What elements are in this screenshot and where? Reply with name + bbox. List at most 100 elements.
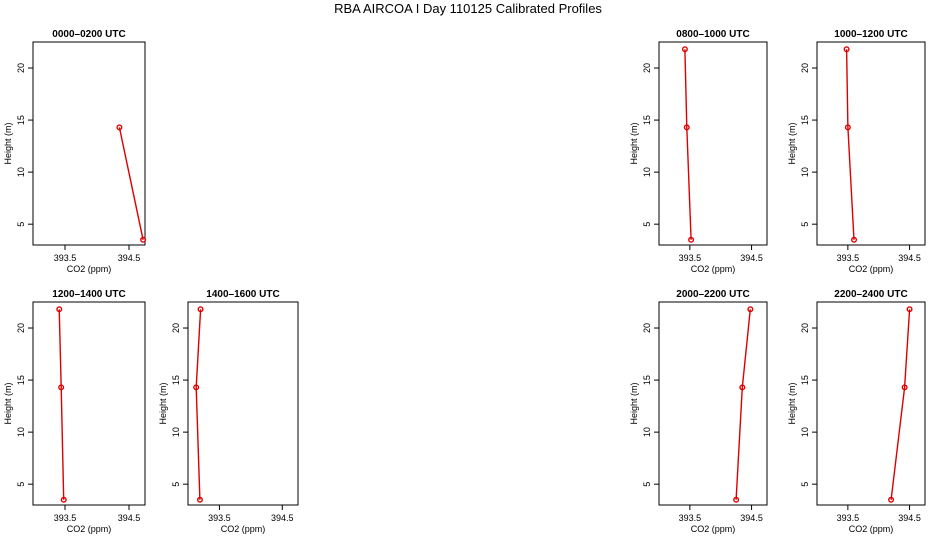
x-axis-label: CO2 (ppm): [691, 524, 736, 534]
x-tick-label: 394.5: [898, 513, 921, 523]
profile-line: [684, 49, 692, 240]
y-tick-label: 15: [171, 375, 181, 385]
profile-point: [116, 124, 123, 131]
y-axis-label: Height (m): [629, 122, 639, 164]
y-axis-label: Height (m): [629, 382, 639, 424]
y-tick-label: 10: [16, 167, 26, 177]
y-axis-label: Height (m): [3, 122, 13, 164]
y-tick-label: 20: [642, 63, 652, 73]
profile-point: [58, 384, 65, 391]
profile-point: [196, 496, 203, 503]
x-axis-label: CO2 (ppm): [221, 524, 266, 534]
y-tick-label: 15: [642, 115, 652, 125]
profile-point: [197, 306, 204, 313]
profile-panel: 2200–2400 UTC 5 10 15 20 393.5 394.5 CO2 (ppm) H…: [787, 289, 926, 534]
profile-point: [60, 496, 67, 503]
y-tick-label: 15: [800, 115, 810, 125]
panel-title: 0000–0200 UTC: [52, 29, 125, 40]
plot-frame: [32, 41, 146, 246]
y-tick-label: 5: [800, 222, 810, 227]
y-tick-label: 20: [171, 323, 181, 333]
x-tick-label: 393.5: [679, 513, 702, 523]
panel-title: 2000–2200 UTC: [676, 289, 749, 300]
y-tick-label: 5: [171, 482, 181, 487]
plot-frame: [32, 301, 146, 506]
y-axis-label: Height (m): [787, 382, 797, 424]
x-axis-label: CO2 (ppm): [849, 264, 894, 274]
panel-title: 1000–1200 UTC: [834, 29, 907, 40]
profile-panels: 0000–0200 UTC 5 10 15 20 393.5 394.5 CO2 (ppm) H…: [3, 29, 926, 534]
profile-point: [681, 46, 688, 53]
plot-frame: [658, 301, 768, 506]
profile-point: [733, 496, 740, 503]
profile-line: [58, 309, 65, 500]
panel-title: 1200–1400 UTC: [52, 289, 125, 300]
profile-panel: 0000–0200 UTC 5 10 15 20 393.5 394.5 CO2 (ppm) H…: [3, 29, 147, 274]
x-tick-label: 394.5: [740, 253, 763, 263]
y-axis-label: Height (m): [158, 382, 168, 424]
y-tick-label: 5: [642, 222, 652, 227]
y-tick-label: 15: [800, 375, 810, 385]
y-axis-label: Height (m): [787, 122, 797, 164]
panel-title: 2200–2400 UTC: [834, 289, 907, 300]
profile-point: [843, 46, 850, 53]
y-tick-label: 20: [642, 323, 652, 333]
panel-title: 1400–1600 UTC: [206, 289, 279, 300]
profile-point: [747, 306, 754, 313]
profile-panel: 0800–1000 UTC 5 10 15 20 393.5 394.5 CO2 (ppm) H…: [629, 29, 768, 274]
y-tick-label: 5: [16, 222, 26, 227]
profile-line: [735, 309, 751, 500]
y-tick-label: 20: [16, 63, 26, 73]
y-tick-label: 15: [16, 375, 26, 385]
plot-frame: [187, 301, 299, 506]
y-tick-label: 20: [800, 63, 810, 73]
y-tick-label: 5: [16, 482, 26, 487]
profile-point: [851, 236, 858, 243]
x-tick-label: 393.5: [679, 253, 702, 263]
profile-panel: 1000–1200 UTC 5 10 15 20 393.5 394.5 CO2 (ppm) H…: [787, 29, 926, 274]
y-tick-label: 5: [642, 482, 652, 487]
profile-point: [193, 384, 200, 391]
x-tick-label: 393.5: [837, 513, 860, 523]
x-axis-label: CO2 (ppm): [67, 264, 112, 274]
y-tick-label: 15: [642, 375, 652, 385]
profile-point: [901, 384, 908, 391]
x-axis-label: CO2 (ppm): [67, 524, 112, 534]
plot-frame: [658, 41, 768, 246]
x-tick-label: 393.5: [837, 253, 860, 263]
y-tick-label: 20: [800, 323, 810, 333]
profile-point: [688, 236, 695, 243]
profile-point: [56, 306, 63, 313]
x-tick-label: 393.5: [54, 513, 77, 523]
x-axis-label: CO2 (ppm): [849, 524, 894, 534]
y-tick-label: 5: [800, 482, 810, 487]
y-tick-label: 10: [171, 427, 181, 437]
x-tick-label: 394.5: [118, 253, 141, 263]
x-tick-label: 394.5: [740, 513, 763, 523]
y-tick-label: 10: [642, 167, 652, 177]
x-tick-label: 393.5: [208, 513, 231, 523]
y-tick-label: 10: [642, 427, 652, 437]
profile-point: [739, 384, 746, 391]
profile-line: [845, 49, 855, 240]
profile-line: [890, 309, 911, 500]
x-axis-label: CO2 (ppm): [691, 264, 736, 274]
y-tick-label: 10: [800, 427, 810, 437]
profile-point: [140, 236, 147, 243]
profile-panel: 2000–2200 UTC 5 10 15 20 393.5 394.5 CO2 (ppm) H…: [629, 289, 768, 534]
y-tick-label: 10: [800, 167, 810, 177]
plot-frame: [816, 301, 926, 506]
y-tick-label: 20: [16, 323, 26, 333]
profile-panel: 1400–1600 UTC 5 10 15 20 393.5 394.5 CO2 (ppm) H…: [158, 289, 299, 534]
profile-panel: 1200–1400 UTC 5 10 15 20 393.5 394.5 CO2 (ppm) H…: [3, 289, 146, 534]
y-tick-label: 15: [16, 115, 26, 125]
profile-point: [844, 124, 851, 131]
panel-title: 0800–1000 UTC: [676, 29, 749, 40]
profile-line: [118, 127, 144, 240]
x-tick-label: 394.5: [118, 513, 141, 523]
profile-point: [888, 496, 895, 503]
plot-frame: [816, 41, 926, 246]
profile-point: [683, 124, 690, 131]
profile-point: [906, 306, 913, 313]
